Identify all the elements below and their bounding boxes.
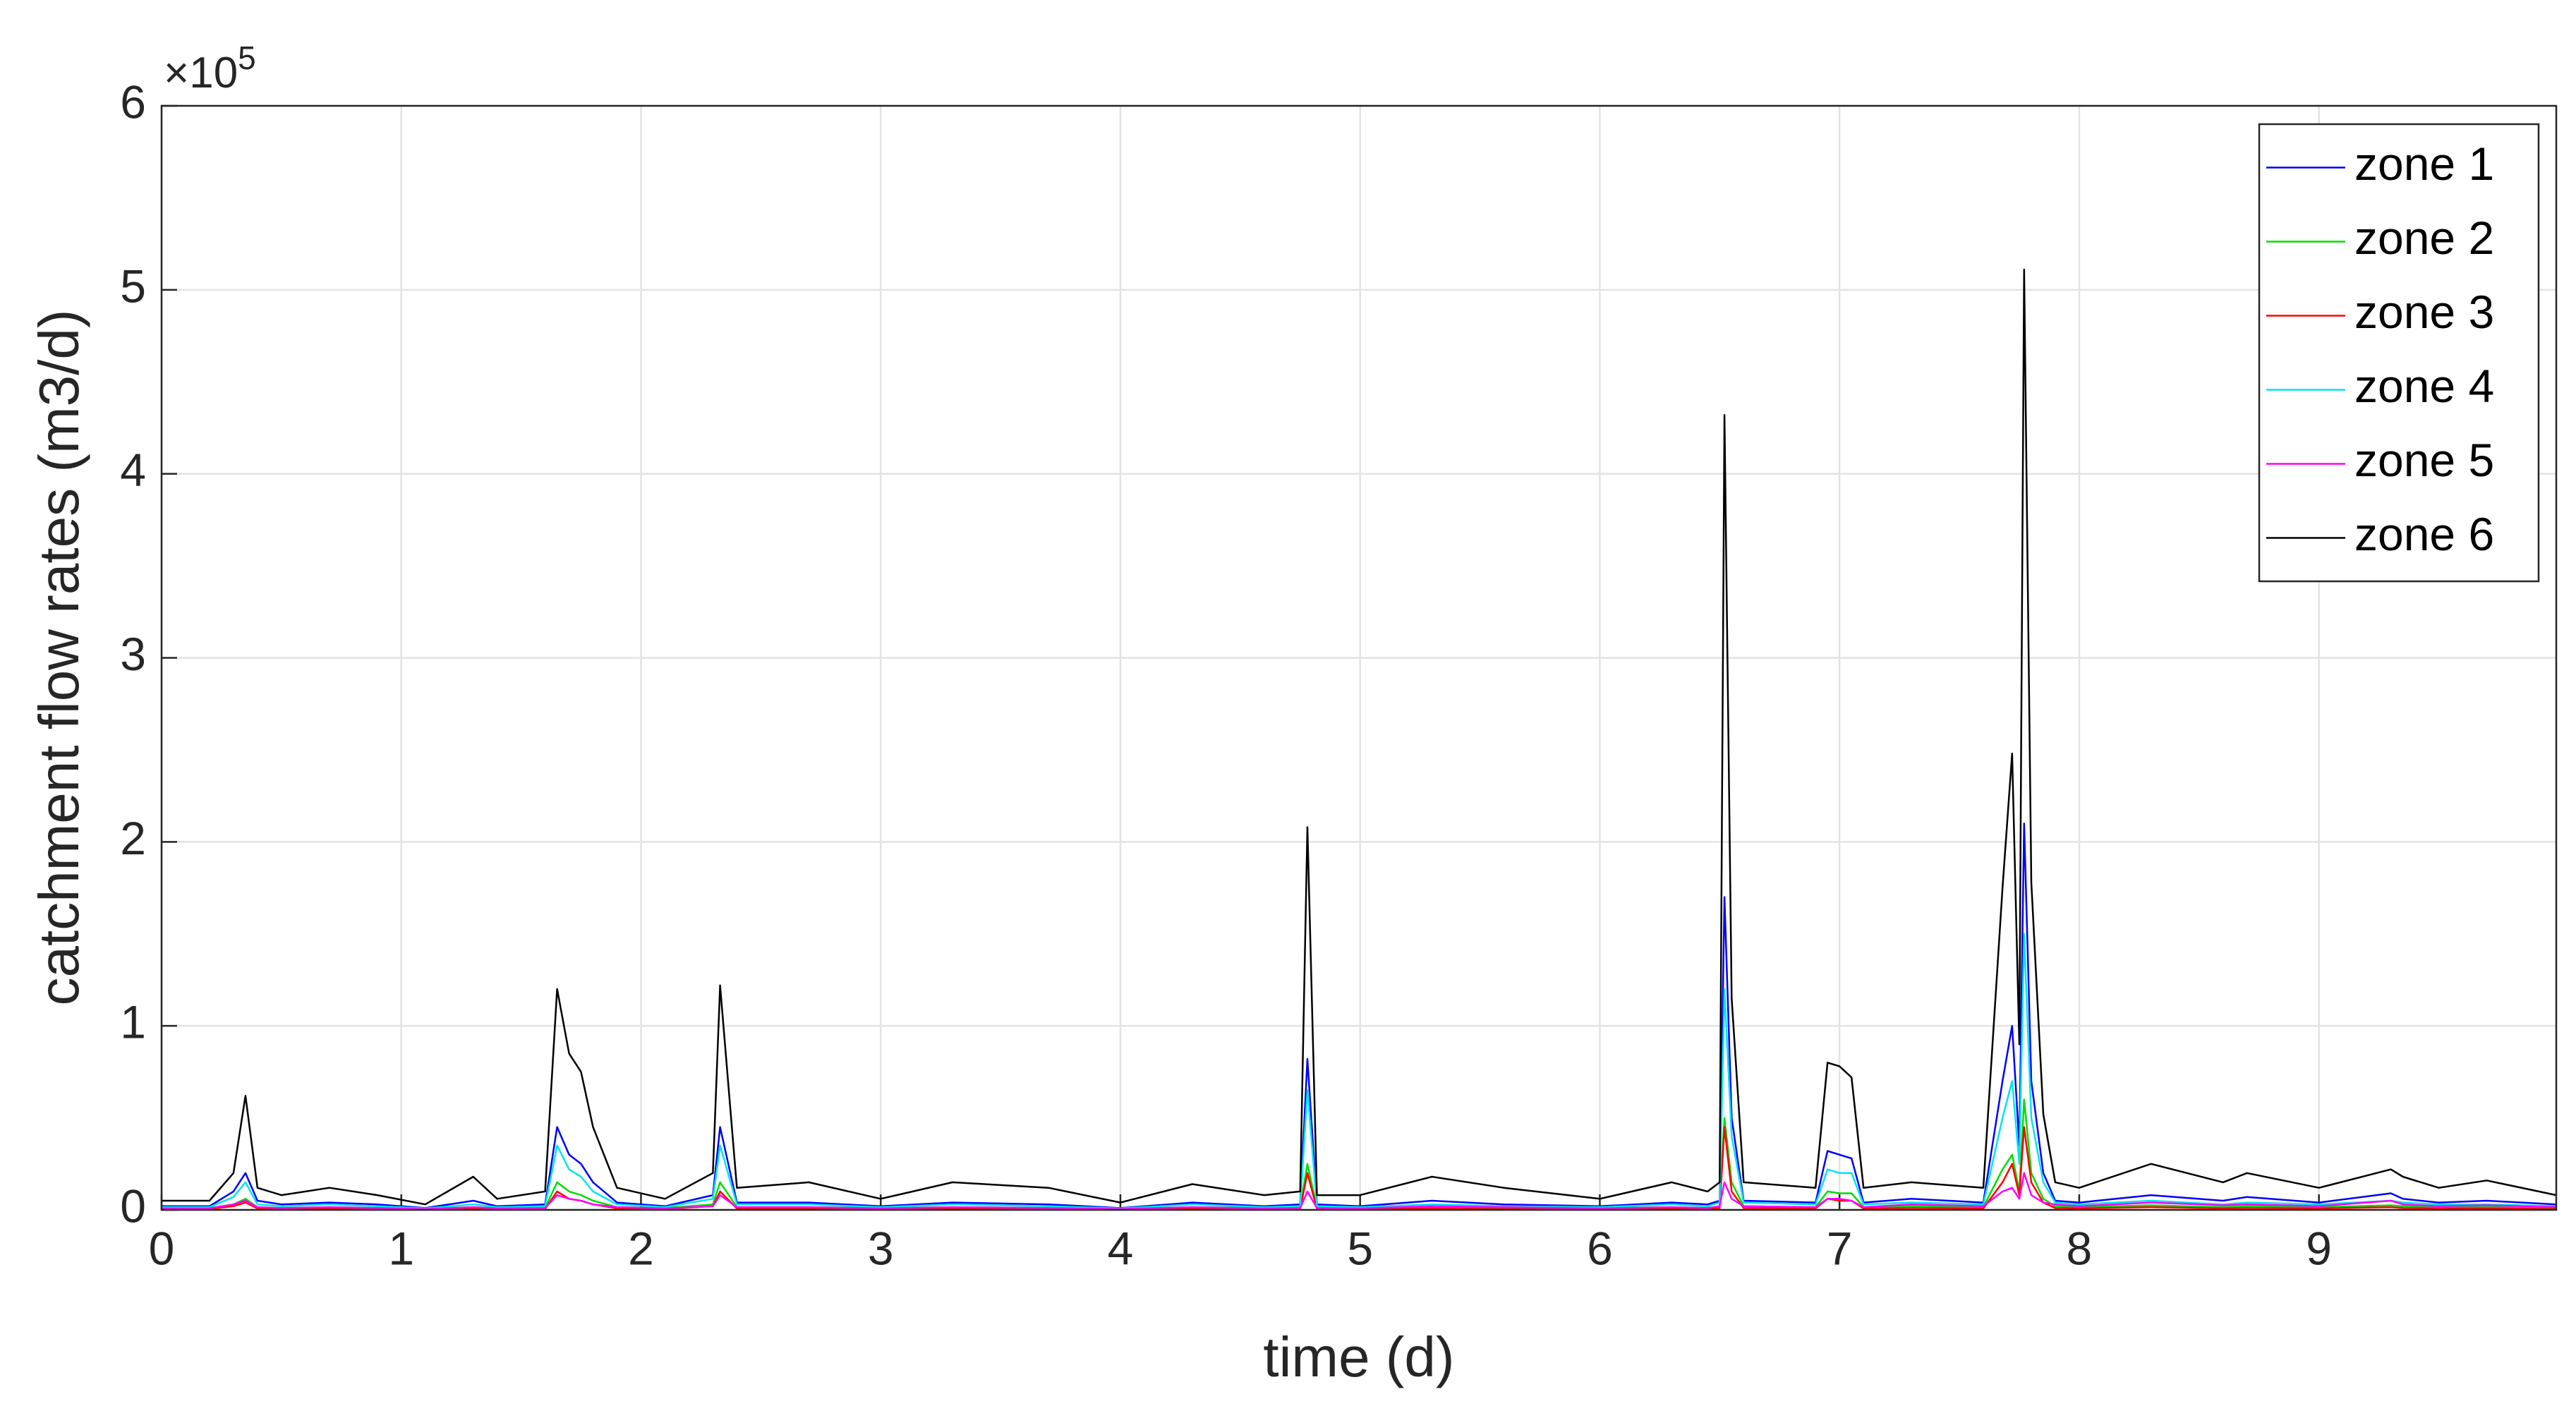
y-tick-label: 6 [120,75,146,128]
series-line [162,1172,2557,1210]
legend-label: zone 6 [2354,508,2494,560]
x-tick-label: 1 [388,1222,414,1274]
y-tick-label: 4 [120,444,146,496]
legend-label: zone 5 [2354,434,2494,486]
legend-box [2258,123,2540,583]
legend-label: zone 2 [2354,212,2494,264]
legend-label: zone 4 [2354,360,2494,412]
legend-label: zone 3 [2354,286,2494,338]
x-tick-label: 2 [628,1222,654,1274]
exponent-power: 5 [238,40,256,76]
y-tick-label: 5 [120,260,146,312]
y-tick-label: 2 [120,812,146,864]
x-tick-label: 3 [868,1222,894,1274]
legend-label: zone 1 [2354,138,2494,190]
x-tick-label: 0 [149,1222,175,1274]
x-tick-label: 9 [2306,1222,2332,1274]
axes-box [160,104,2558,1211]
x-axis-label: time (d) [1263,1326,1454,1388]
series-line [162,823,2557,1209]
x-tick-label: 6 [1587,1222,1613,1274]
x-tick-label: 7 [1827,1222,1853,1274]
y-axis-label: catchment flow rates (m3/d) [28,310,90,1006]
exponent-base: ×10 [164,49,238,97]
series-line [162,933,2557,1210]
series-line [162,268,2557,1206]
x-tick-label: 4 [1108,1222,1134,1274]
y-tick-label: 0 [120,1180,146,1232]
y-exponent: ×105 [164,40,256,97]
y-tick-label: 3 [120,628,146,680]
x-tick-label: 8 [2067,1222,2093,1274]
y-tick-label: 1 [120,996,146,1048]
x-tick-label: 5 [1347,1222,1373,1274]
